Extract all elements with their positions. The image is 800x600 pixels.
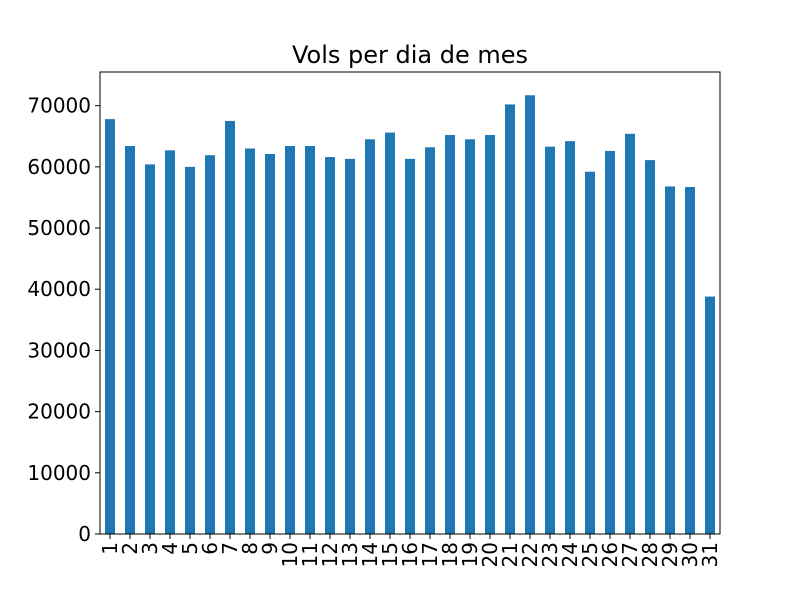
bar-day-7 (225, 120, 235, 534)
x-tick-label: 31 (698, 542, 722, 567)
bar-day-5 (185, 166, 195, 534)
bar-day-10 (285, 146, 295, 535)
bars-group (105, 95, 715, 535)
y-tick-label: 50000 (27, 216, 91, 240)
x-tick-label: 7 (218, 542, 242, 555)
bar-day-19 (465, 139, 475, 534)
bar-day-23 (545, 146, 555, 534)
x-tick-label: 1 (98, 542, 122, 555)
bar-day-2 (125, 146, 135, 535)
x-tick-label: 18 (438, 542, 462, 567)
chart-title: Vols per dia de mes (292, 41, 528, 69)
bar-day-27 (625, 133, 635, 535)
bar-day-28 (645, 160, 655, 534)
plot-frame (99, 71, 721, 535)
bar-day-22 (525, 95, 535, 534)
x-tick-label: 9 (258, 542, 282, 555)
x-tick-label: 23 (538, 542, 562, 567)
x-tick-label: 3 (138, 542, 162, 555)
x-tick-label: 19 (458, 542, 482, 567)
y-tick-label: 20000 (27, 400, 91, 424)
y-tick-label: 0 (78, 522, 91, 546)
x-tick-label: 6 (198, 542, 222, 555)
x-tick-label: 27 (618, 542, 642, 567)
x-tick-label: 5 (178, 542, 202, 555)
x-tick-label: 16 (398, 542, 422, 567)
bar-day-3 (145, 164, 155, 534)
y-tick-label: 10000 (27, 461, 91, 485)
y-tick-label: 70000 (27, 94, 91, 118)
x-axis: 1234567891011121314151617181920212223242… (98, 534, 722, 567)
x-tick-label: 17 (418, 542, 442, 567)
x-tick-label: 2 (118, 542, 142, 555)
bar-day-1 (105, 119, 115, 535)
x-tick-label: 10 (278, 542, 302, 567)
bar-day-17 (425, 147, 435, 534)
bar-day-25 (585, 171, 595, 535)
x-tick-label: 22 (518, 542, 542, 567)
x-tick-label: 20 (478, 542, 502, 567)
bar-day-8 (245, 148, 255, 535)
x-tick-label: 21 (498, 542, 522, 567)
bar-day-26 (605, 150, 615, 534)
bar-day-30 (685, 187, 695, 535)
bar-day-20 (485, 135, 495, 534)
x-tick-label: 28 (638, 542, 662, 567)
bar-day-24 (565, 141, 575, 534)
x-tick-label: 29 (658, 542, 682, 567)
bar-day-9 (265, 154, 275, 534)
x-tick-label: 24 (558, 542, 582, 567)
y-axis: 0 10000 20000 30000 40000 50000 60000 70000 (27, 94, 100, 546)
x-tick-label: 12 (318, 542, 342, 567)
bar-day-15 (385, 132, 395, 534)
x-tick-label: 8 (238, 542, 262, 555)
x-tick-label: 4 (158, 542, 182, 555)
bar-day-12 (325, 157, 335, 534)
y-tick-label: 60000 (27, 155, 91, 179)
y-tick-label: 40000 (27, 277, 91, 301)
x-tick-label: 25 (578, 542, 602, 567)
bar-day-16 (405, 158, 415, 534)
bar-day-6 (205, 155, 215, 534)
bar-day-21 (505, 104, 515, 535)
bar-day-29 (665, 186, 675, 534)
bar-day-18 (445, 135, 455, 534)
bar-day-31 (705, 296, 715, 534)
bar-day-13 (345, 158, 355, 534)
x-tick-label: 30 (678, 542, 702, 567)
bar-day-4 (165, 150, 175, 534)
y-tick-label: 30000 (27, 338, 91, 362)
x-tick-label: 11 (298, 542, 322, 567)
x-tick-label: 15 (378, 542, 402, 567)
x-tick-label: 26 (598, 542, 622, 567)
bar-day-14 (365, 139, 375, 534)
bar-day-11 (305, 146, 315, 535)
x-tick-label: 14 (358, 542, 382, 567)
x-tick-label: 13 (338, 542, 362, 567)
